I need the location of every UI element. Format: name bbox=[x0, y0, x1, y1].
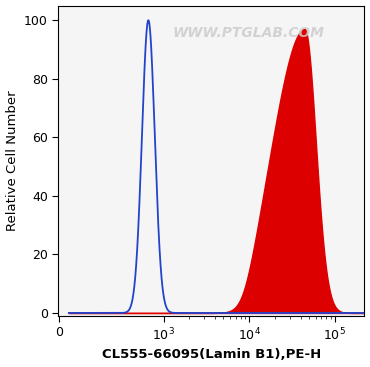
X-axis label: CL555-66095(Lamin B1),PE-H: CL555-66095(Lamin B1),PE-H bbox=[102, 348, 321, 361]
Text: WWW.PTGLAB.COM: WWW.PTGLAB.COM bbox=[172, 26, 324, 40]
Y-axis label: Relative Cell Number: Relative Cell Number bbox=[6, 90, 18, 231]
